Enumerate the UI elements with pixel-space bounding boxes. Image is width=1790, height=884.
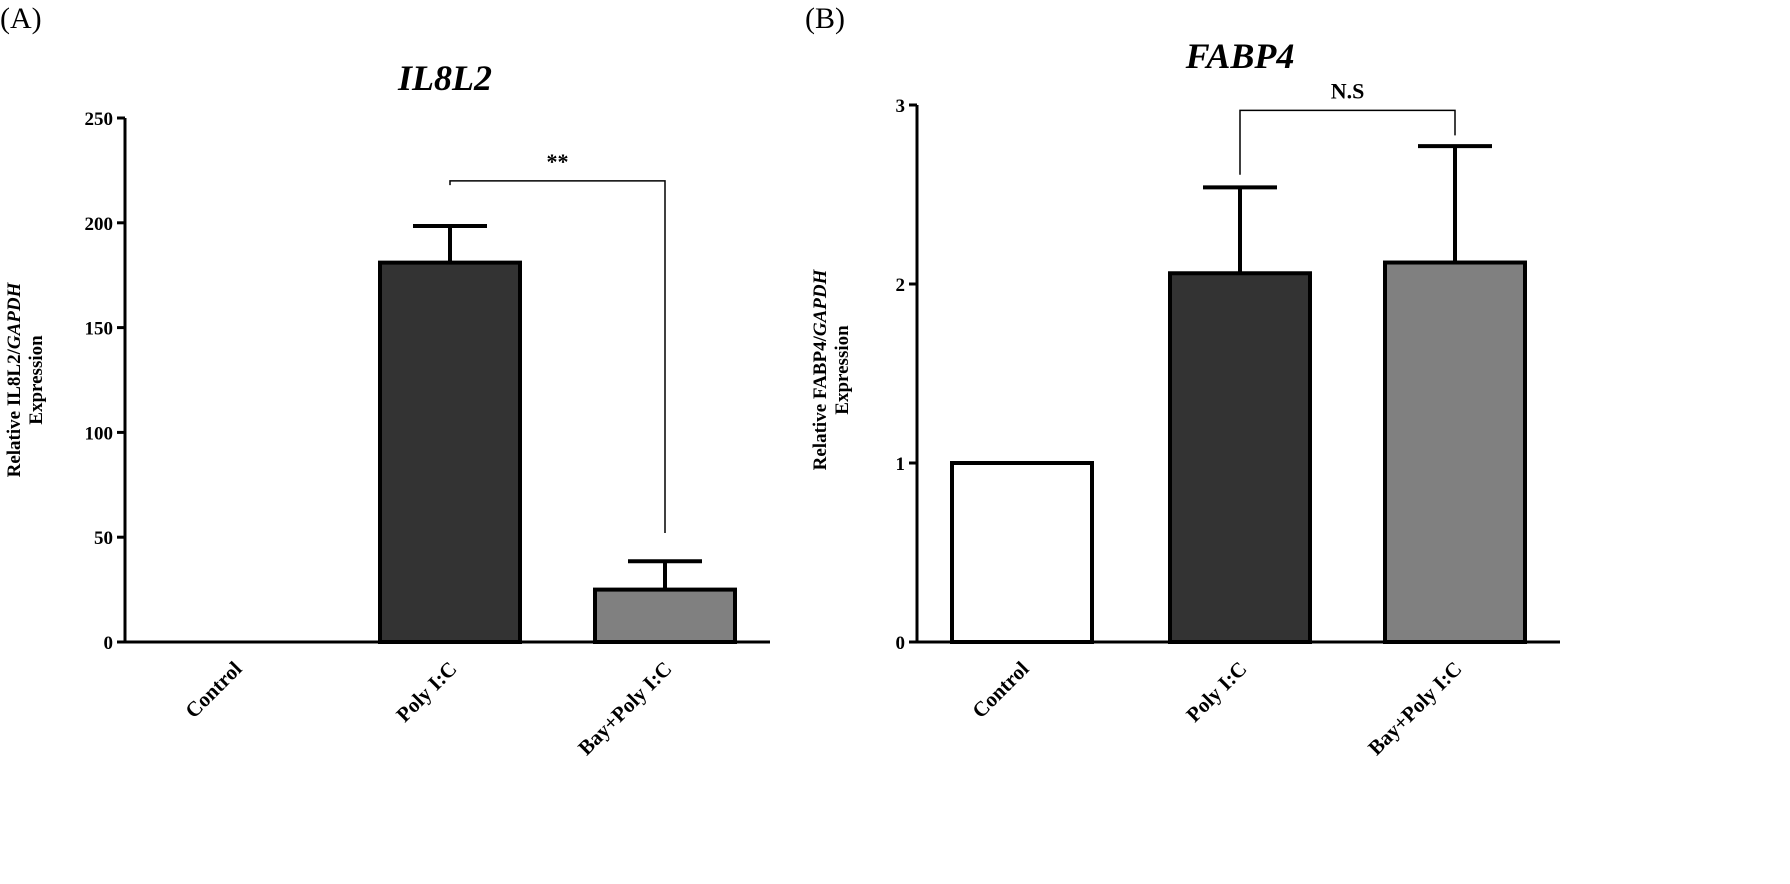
panel-b-ytick-label: 1 [896,454,906,475]
panel-b-label: (B) [805,2,845,35]
panel-a-ytick-label: 150 [85,319,114,340]
panel-b-ylabel-text: Relative FABP4/ [810,335,831,470]
panel-a-ytick-label: 100 [85,423,114,444]
panel-a-title: IL8L2 [397,58,492,98]
panel-a-plot: 0 50 100 150 200 250 Control Poly I:C Bay+Poly I… [85,109,770,760]
panel-a-ytick-label: 250 [85,109,114,130]
panel-a-significance-label: ** [547,149,569,174]
panel-b-ytick-label: 3 [896,96,906,117]
panel-b-significance-bracket [1239,109,1456,175]
panel-a-ytick-label: 50 [94,528,113,549]
panel-b-title: FABP4 [1185,36,1295,76]
panel-b: (B) FABP4 Relative FABP4/GAPDH Expressio… [805,2,1560,760]
panel-a-category-label: Poly I:C [391,657,461,727]
panel-a-bar [378,260,522,644]
panel-b-category-label: Poly I:C [1181,657,1251,727]
panel-b-ytick-label: 0 [896,633,906,654]
panel-b-bar [1168,271,1312,644]
panel-b-category-label: Control [967,656,1033,722]
panel-a-ylabel: Relative IL8L2/GAPDH [4,281,25,477]
panel-a-ylabel-italic: GAPDH [4,281,25,349]
panel-b-ylabel-line2: Expression [832,325,853,415]
panel-a-ylabel-line2: Expression [26,335,47,425]
panel-b-significance-label: N.S [1331,78,1365,103]
panel-b-ytick-label: 2 [896,275,906,296]
panel-b-bar [1383,260,1527,644]
panel-a-ytick-label: 0 [104,633,114,654]
panel-a-category-label: Control [180,656,246,722]
panel-b-ylabel-italic: GAPDH [810,268,831,336]
panel-b-bar [950,461,1094,644]
panel-a-category-label: Bay+Poly I:C [573,657,676,760]
panel-a-ylabel-text: Relative IL8L2/ [4,348,25,477]
panel-a-significance-bracket [449,180,666,534]
panel-a-label: (A) [0,2,42,35]
panel-b-category-label: Bay+Poly I:C [1363,657,1466,760]
panel-b-plot: 0 1 2 3 Control Poly I:C Bay+Poly I:C N.S [896,78,1560,760]
panel-a: (A) IL8L2 Relative IL8L2/GAPDH Expressio… [0,2,770,760]
panel-a-bar [593,587,737,644]
panel-a-ytick-label: 200 [85,214,114,235]
panel-b-ylabel: Relative FABP4/GAPDH [810,268,831,470]
